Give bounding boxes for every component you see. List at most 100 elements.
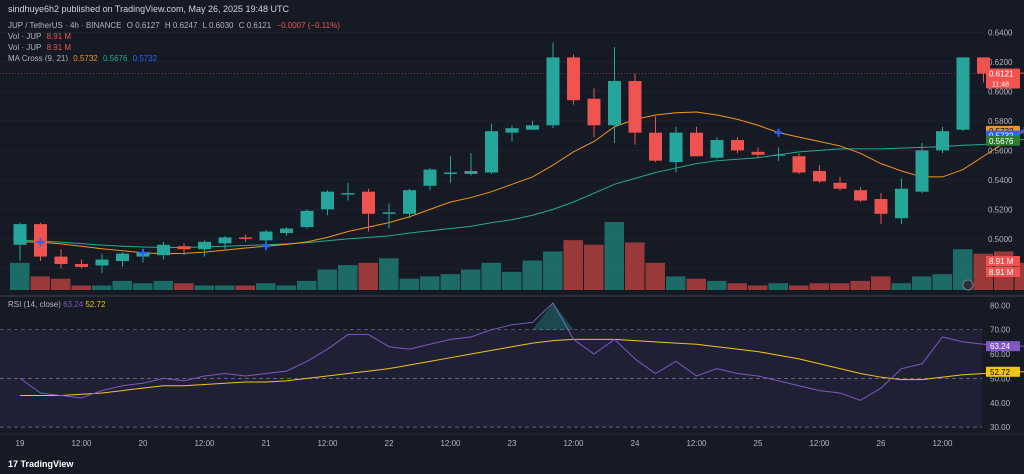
ma-cross-legend[interactable]: MA Cross (9, 21) 0.5732 0.5676 0.5732 — [8, 54, 160, 63]
rsi-tick-label: 30.00 — [990, 423, 1011, 432]
volume-bar — [625, 242, 645, 290]
ma-slow-value: 0.5676 — [102, 54, 128, 63]
rsi-last-badge-bg — [986, 341, 1020, 352]
candle-body — [239, 237, 252, 239]
volume-bar — [358, 262, 378, 290]
volume-bar — [502, 271, 522, 290]
volume-bar — [112, 280, 132, 290]
volume-bar — [133, 283, 153, 290]
ohlc-high: H 0.6247 — [164, 21, 198, 30]
volume-bar — [748, 285, 768, 290]
time-tick-label: 12:00 — [317, 439, 338, 448]
volume-badge-bg — [986, 256, 1020, 266]
symbol-legend[interactable]: JUP / TetherUS · 4h · BINANCE O 0.6127 H… — [8, 21, 343, 30]
chart-canvas[interactable]: 0.6400 0.6200 0.6000 0.5800 0.5600 0.5400 0.52… — [0, 0, 1024, 456]
candle-body — [485, 131, 498, 173]
candle-body — [157, 244, 170, 256]
candle-body — [444, 172, 457, 174]
time-tick-label: 21 — [262, 439, 271, 448]
candle-body — [1018, 72, 1024, 74]
ma-fast-value: 0.5732 — [73, 54, 98, 63]
volume-bar — [461, 269, 481, 290]
footer-bar — [0, 456, 1024, 474]
rsi-legend[interactable]: RSI (14, close) 63.24 52.72 — [8, 300, 105, 309]
rsi-last-badge: 63.24 — [990, 342, 1011, 351]
candle-body — [259, 231, 273, 241]
volume-bar — [768, 283, 788, 290]
candle-body — [13, 224, 27, 245]
candle-body — [116, 253, 129, 262]
rsi-ma-badge: 52.72 — [990, 368, 1011, 377]
candle-body — [280, 228, 293, 233]
candle-body — [895, 188, 908, 219]
ma-slow-badge: 0.5676 — [989, 137, 1014, 146]
candle-body — [628, 81, 642, 133]
volume-bar — [891, 283, 911, 290]
candle-body — [956, 57, 970, 130]
price-tick-label: 0.5000 — [988, 235, 1013, 244]
volume-legend-1[interactable]: Vol · JUP 8.91 M — [8, 32, 74, 41]
volume-bar — [830, 283, 850, 290]
candle-body — [95, 259, 109, 266]
ma-cross-marker — [774, 128, 783, 137]
candle-body — [177, 246, 191, 250]
candle-body — [772, 154, 785, 156]
volume-bar — [399, 278, 419, 290]
ma-cross-marker — [139, 248, 147, 257]
rsi-ma-badge-bg — [986, 366, 1020, 377]
ma-fast-line — [19, 111, 1024, 255]
candle-body — [464, 171, 478, 174]
price-tick-label: 0.6400 — [988, 28, 1013, 37]
time-tick-label: 24 — [631, 439, 640, 448]
volume-legend-2[interactable]: Vol · JUP 8.91 M — [8, 43, 74, 52]
candle-body — [321, 191, 334, 210]
volume-bar — [194, 285, 214, 290]
volume-bar — [543, 251, 563, 290]
candle-body — [300, 210, 314, 228]
time-tick-label: 26 — [877, 439, 886, 448]
volume-bar — [153, 280, 173, 290]
time-tick-label: 20 — [139, 439, 148, 448]
volume-bar — [481, 262, 501, 290]
vol2-label: Vol · JUP — [8, 43, 42, 52]
volume-bar — [912, 276, 932, 290]
candle-body — [546, 57, 560, 126]
volume-bar — [789, 285, 809, 290]
volume-badge-bg — [986, 267, 1020, 277]
time-tick-label: 12:00 — [194, 439, 215, 448]
tradingview-brand[interactable]: 17 TradingView — [8, 459, 73, 469]
candle-body — [874, 199, 888, 214]
volume-bar — [563, 240, 583, 290]
volume-bar — [30, 276, 50, 290]
publisher-line: sindhuye6h2 published on TradingView.com… — [8, 4, 290, 14]
candle-body — [567, 57, 580, 101]
candle-body — [587, 98, 601, 126]
time-tick-label: 19 — [16, 439, 25, 448]
volume-bar — [256, 283, 276, 290]
ma-cross-marker — [1020, 126, 1024, 135]
volume-bar — [850, 280, 870, 290]
ma-cross-label: MA Cross (9, 21) — [8, 54, 69, 63]
volume-bar — [297, 280, 317, 290]
candle-body — [833, 182, 847, 189]
candle-body — [54, 256, 68, 264]
volume-bar — [235, 285, 255, 290]
price-tick-label: 0.6000 — [988, 87, 1013, 96]
candle-body — [915, 150, 929, 192]
volume-bar — [174, 283, 194, 290]
volume-bar — [932, 274, 952, 290]
volume-bar — [215, 285, 235, 290]
volume-bar — [871, 276, 891, 290]
vol2-value: 8.91 M — [46, 43, 72, 52]
volume-bar — [584, 244, 604, 290]
last-price-badge-bg — [986, 68, 1020, 89]
volume-bar — [522, 260, 542, 290]
volume-bar — [686, 278, 706, 290]
time-tick-label: 12:00 — [686, 439, 707, 448]
last-price-badge-sub: 11:48 — [992, 81, 1009, 88]
vol1-label: Vol · JUP — [8, 32, 42, 41]
volume-bar — [92, 285, 112, 290]
rsi-ma-value: 52.72 — [85, 300, 106, 309]
volume-bar — [10, 262, 30, 290]
volume-bar — [604, 222, 624, 290]
